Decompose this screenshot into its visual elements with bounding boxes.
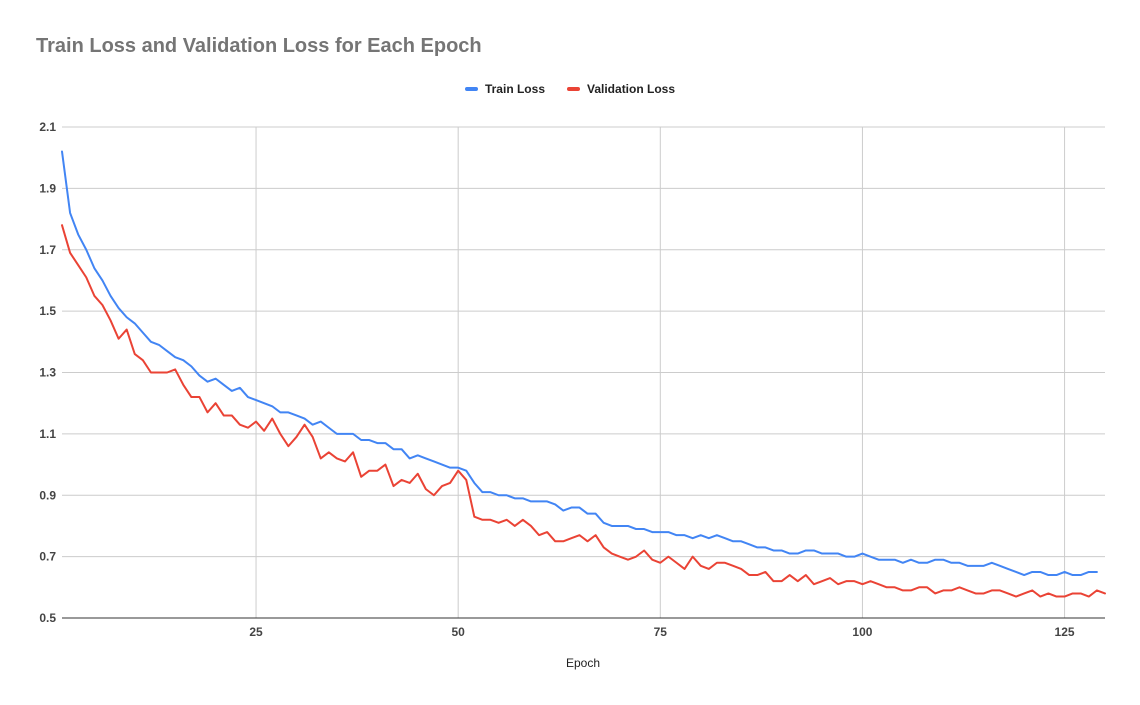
legend-swatch-train — [464, 87, 478, 91]
series-line-validation-loss[interactable] — [61, 224, 1106, 598]
legend-swatch-validation — [567, 87, 580, 91]
y-tick-label: 1.1 — [39, 427, 56, 441]
series-line-train-loss[interactable] — [61, 150, 1098, 577]
y-tick-label: 0.7 — [39, 550, 56, 564]
chart-title: Train Loss and Validation Loss for Each … — [36, 35, 482, 57]
x-tick-label: 50 — [451, 625, 465, 639]
x-tick-label: 75 — [654, 625, 668, 639]
x-axis-title: Epoch — [566, 656, 600, 670]
x-tick-label: 100 — [852, 625, 872, 639]
y-tick-label: 1.7 — [39, 243, 56, 257]
y-tick-label: 1.3 — [39, 366, 56, 380]
y-tick-label: 0.5 — [39, 611, 56, 625]
legend-label-validation: Validation Loss — [587, 82, 676, 96]
y-tick-label: 1.5 — [39, 304, 56, 318]
y-tick-label: 2.1 — [39, 120, 56, 134]
x-tick-label: 125 — [1055, 625, 1075, 639]
chart-legend: Train Loss Validation Loss — [0, 82, 1140, 96]
tick-labels: 0.5 0.7 0.9 1.1 1.3 1.5 1.7 1.9 2.1 25 50 75 100 125 — [39, 120, 1075, 639]
y-tick-label: 1.9 — [39, 181, 56, 195]
y-tick-label: 0.9 — [39, 488, 56, 502]
series-lines — [61, 150, 1106, 598]
legend-item-train[interactable]: Train Loss — [464, 82, 545, 96]
x-tick-label: 25 — [249, 625, 263, 639]
legend-item-validation[interactable]: Validation Loss — [567, 82, 675, 96]
legend-label-train: Train Loss — [484, 82, 545, 96]
grid-lines — [62, 126, 1105, 619]
